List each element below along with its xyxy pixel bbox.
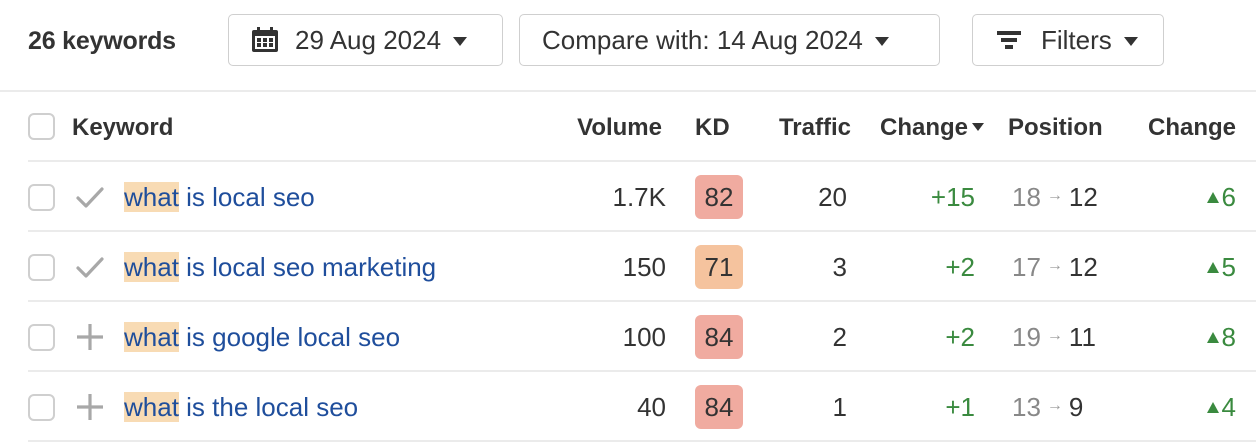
position-value: 19 → 11: [1012, 322, 1096, 353]
keyword-rest: is local seo marketing: [178, 252, 437, 282]
arrow-right-icon: →: [1046, 327, 1063, 344]
arrow-right-icon: →: [1046, 397, 1063, 414]
position-new: 9: [1068, 392, 1084, 422]
position-new: 12: [1068, 252, 1098, 282]
position-value: 17 → 12: [1012, 252, 1098, 283]
column-header-position[interactable]: Position: [1008, 114, 1103, 141]
keyword-rest: is local seo: [178, 182, 315, 212]
keyword-highlight: what: [124, 252, 179, 282]
position-old: 17: [1012, 252, 1041, 282]
keyword-link[interactable]: what is the local seo: [124, 392, 358, 423]
volume-value: 150: [622, 252, 666, 282]
filter-icon: [997, 30, 1021, 50]
table-header: Keyword Volume KD Traffic Change Positio…: [0, 92, 1256, 160]
volume-value: 40: [637, 392, 666, 422]
table-row: what is local seo 1.7K 82 20 +15 18 → 12 6: [0, 162, 1256, 232]
traffic-change-label: Change: [880, 114, 969, 141]
sort-desc-icon: [972, 122, 985, 131]
row-divider: [28, 230, 1256, 232]
column-header-traffic[interactable]: Traffic: [778, 114, 851, 141]
toolbar: 26 keywords 29 Aug 2024 Compare with: 14…: [0, 0, 1256, 90]
traffic-value: 1: [832, 392, 847, 422]
volume-value: 100: [622, 322, 666, 352]
calendar-icon: [251, 27, 279, 53]
position-change-value: 5: [1206, 252, 1236, 283]
traffic-value: 2: [832, 322, 847, 352]
keyword-link[interactable]: what is local seo: [124, 182, 315, 213]
triangle-up-icon: [1206, 192, 1219, 203]
keyword-highlight: what: [124, 182, 179, 212]
position-old: 19: [1012, 322, 1041, 352]
keyword-link[interactable]: what is local seo marketing: [124, 252, 436, 283]
traffic-change-value: +15: [930, 182, 975, 212]
kd-badge: 82: [695, 175, 743, 219]
table-row: what is the local seo 40 84 1 +1 13 → 9 4: [0, 372, 1256, 442]
arrow-right-icon: →: [1046, 187, 1063, 204]
keyword-rest: is the local seo: [178, 392, 359, 422]
chevron-down-icon: [453, 36, 468, 46]
keyword-rest: is google local seo: [178, 322, 401, 352]
position-value: 18 → 12: [1012, 182, 1098, 213]
triangle-up-icon: [1206, 262, 1219, 273]
row-checkbox[interactable]: [28, 254, 55, 281]
position-value: 13 → 9: [1012, 392, 1083, 423]
row-divider: [28, 440, 1256, 442]
position-new: 12: [1068, 182, 1098, 212]
kd-badge: 84: [695, 315, 743, 359]
column-header-position-change[interactable]: Change: [1147, 114, 1236, 141]
position-change-number: 6: [1221, 182, 1236, 212]
select-all-checkbox[interactable]: [28, 113, 55, 140]
keyword-highlight: what: [124, 322, 179, 352]
check-icon[interactable]: [74, 251, 106, 283]
date-picker-button[interactable]: 29 Aug 2024: [228, 14, 503, 66]
row-divider: [28, 370, 1256, 372]
traffic-change-value: +1: [945, 392, 975, 422]
keyword-link[interactable]: what is google local seo: [124, 322, 400, 353]
column-header-kd[interactable]: KD: [695, 114, 730, 141]
filters-button[interactable]: Filters: [972, 14, 1164, 66]
traffic-change-value: +2: [945, 252, 975, 282]
chevron-down-icon: [874, 36, 889, 46]
column-header-keyword[interactable]: Keyword: [72, 114, 174, 141]
arrow-right-icon: →: [1046, 257, 1063, 274]
traffic-change-value: +2: [945, 322, 975, 352]
volume-value: 1.7K: [612, 182, 667, 212]
traffic-value: 20: [818, 182, 847, 212]
kd-badge: 84: [695, 385, 743, 429]
plus-icon[interactable]: [74, 391, 106, 423]
plus-icon[interactable]: [74, 321, 106, 353]
position-change-number: 4: [1221, 392, 1236, 422]
keyword-highlight: what: [124, 392, 179, 422]
column-header-traffic-change[interactable]: Change: [880, 114, 985, 142]
keyword-count: 26 keywords: [28, 27, 176, 55]
compare-label: Compare with: 14 Aug 2024: [542, 24, 863, 55]
position-change-value: 6: [1206, 182, 1236, 213]
row-divider: [28, 300, 1256, 302]
position-new: 11: [1068, 322, 1096, 352]
traffic-value: 3: [832, 252, 847, 282]
row-checkbox[interactable]: [28, 394, 55, 421]
position-old: 13: [1012, 392, 1041, 422]
check-icon[interactable]: [74, 181, 106, 213]
chevron-down-icon: [1123, 36, 1138, 46]
table-row: what is local seo marketing 150 71 3 +2 …: [0, 232, 1256, 302]
kd-badge: 71: [695, 245, 743, 289]
compare-date-button[interactable]: Compare with: 14 Aug 2024: [519, 14, 940, 66]
triangle-up-icon: [1206, 332, 1219, 343]
filters-label: Filters: [1041, 24, 1112, 55]
table-row: what is google local seo 100 84 2 +2 19 →…: [0, 302, 1256, 372]
position-change-number: 8: [1221, 322, 1236, 352]
position-old: 18: [1012, 182, 1041, 212]
column-header-volume[interactable]: Volume: [577, 114, 662, 141]
date-label: 29 Aug 2024: [295, 24, 442, 55]
row-checkbox[interactable]: [28, 324, 55, 351]
position-change-number: 5: [1221, 252, 1236, 282]
position-change-value: 4: [1206, 392, 1236, 423]
row-checkbox[interactable]: [28, 184, 55, 211]
toolbar-divider: [0, 90, 1256, 92]
position-change-value: 8: [1206, 322, 1236, 353]
triangle-up-icon: [1206, 402, 1219, 413]
row-divider: [28, 160, 1256, 162]
